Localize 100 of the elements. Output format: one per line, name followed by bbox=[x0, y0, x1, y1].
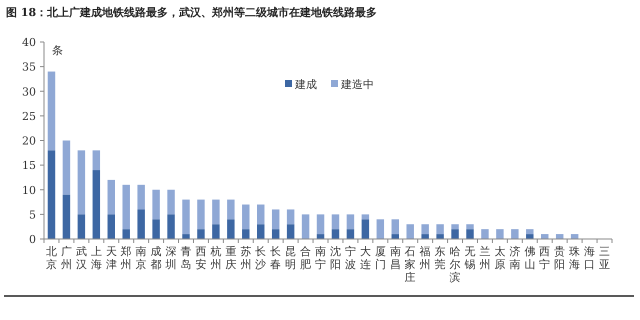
y-tick-label: 5 bbox=[29, 208, 36, 222]
chart-title: 图 18：北上广建成地铁线路最多，武汉、郑州等二级城市在建地铁线路最多 bbox=[6, 6, 378, 19]
y-tick-label: 35 bbox=[22, 60, 36, 74]
bar bbox=[242, 229, 250, 239]
bar bbox=[436, 234, 444, 239]
bar bbox=[137, 184, 145, 210]
bar bbox=[332, 214, 340, 230]
x-tick-label: 青岛 bbox=[180, 245, 192, 271]
bar bbox=[272, 209, 280, 230]
y-tick-label: 30 bbox=[22, 85, 36, 98]
bar bbox=[257, 224, 264, 239]
bar bbox=[108, 214, 115, 239]
x-tick-label: 贵阳 bbox=[554, 245, 566, 271]
bar bbox=[62, 140, 70, 195]
bar bbox=[466, 229, 474, 239]
x-tick-label: 北京 bbox=[46, 245, 57, 271]
bar bbox=[466, 224, 474, 230]
bar bbox=[511, 229, 519, 239]
bar bbox=[152, 219, 160, 239]
bar bbox=[272, 229, 280, 239]
x-tick-label: 天津 bbox=[106, 245, 117, 271]
x-tick-label: 珠海 bbox=[569, 245, 580, 271]
x-tick-label: 东莞 bbox=[434, 245, 446, 271]
bar bbox=[48, 150, 56, 239]
bar bbox=[78, 214, 86, 239]
bar bbox=[257, 204, 264, 224]
bar bbox=[406, 224, 414, 239]
y-axis-title: 条 bbox=[52, 44, 63, 57]
x-tick-label: 三亚 bbox=[599, 245, 610, 271]
bar bbox=[332, 229, 340, 239]
y-tick-label: 20 bbox=[22, 134, 36, 148]
bar bbox=[392, 234, 399, 239]
x-tick-label: 南京 bbox=[136, 245, 147, 271]
x-tick-label: 南昌 bbox=[390, 245, 401, 271]
bar bbox=[212, 200, 220, 224]
x-tick-label: 西宁 bbox=[539, 245, 550, 271]
bar bbox=[451, 224, 459, 230]
bar bbox=[182, 200, 190, 234]
x-tick-label: 长春 bbox=[270, 245, 282, 271]
bar bbox=[526, 234, 534, 239]
x-tick-label: 成都 bbox=[150, 245, 162, 271]
x-tick-label: 海口 bbox=[584, 245, 596, 271]
x-tick-label: 兰州 bbox=[479, 245, 490, 271]
bar bbox=[421, 224, 429, 234]
bar bbox=[302, 214, 310, 239]
x-tick-label: 杭州 bbox=[209, 245, 222, 271]
bar bbox=[541, 234, 548, 239]
bar bbox=[78, 150, 86, 214]
bar bbox=[362, 214, 370, 220]
x-tick-label: 太原 bbox=[494, 245, 506, 271]
bar bbox=[451, 229, 459, 239]
x-tick-label: 厦门 bbox=[374, 245, 386, 271]
bar bbox=[392, 219, 399, 234]
bar bbox=[481, 229, 489, 239]
x-tick-label: 昆明 bbox=[285, 245, 296, 271]
x-tick-label: 郑州 bbox=[120, 245, 132, 271]
bar bbox=[108, 180, 115, 214]
bar bbox=[496, 229, 504, 239]
legend-label: 建成 bbox=[294, 78, 317, 91]
bar bbox=[346, 214, 354, 230]
y-tick-label: 10 bbox=[22, 184, 36, 197]
bar bbox=[242, 204, 250, 230]
bar bbox=[212, 224, 220, 239]
legend-label: 建造中 bbox=[340, 78, 374, 91]
bar bbox=[62, 194, 70, 239]
bar bbox=[92, 170, 100, 239]
bar bbox=[376, 219, 384, 239]
x-tick-label: 大连 bbox=[360, 245, 371, 271]
x-tick-label: 福州 bbox=[420, 245, 431, 271]
x-tick-label: 上海 bbox=[90, 245, 102, 271]
x-tick-label: 重庆 bbox=[225, 245, 236, 271]
bar bbox=[137, 209, 145, 239]
bar bbox=[197, 229, 205, 239]
x-tick-label: 哈尔滨 bbox=[450, 245, 461, 284]
bar bbox=[122, 184, 130, 230]
y-tick-label: 25 bbox=[22, 110, 36, 123]
x-tick-label: 长沙 bbox=[255, 245, 266, 271]
y-tick-label: 40 bbox=[22, 36, 36, 49]
x-tick-label: 南宁 bbox=[315, 245, 326, 271]
bar bbox=[286, 209, 294, 224]
bar bbox=[362, 219, 370, 239]
x-tick-label: 无锡 bbox=[464, 245, 476, 271]
y-tick-label: 15 bbox=[22, 159, 36, 172]
bar bbox=[316, 234, 324, 239]
x-tick-label: 深圳 bbox=[164, 245, 177, 271]
bar bbox=[227, 200, 235, 220]
x-tick-label: 西安 bbox=[195, 245, 206, 271]
bar bbox=[197, 200, 205, 230]
bar bbox=[526, 229, 534, 234]
bar bbox=[346, 229, 354, 239]
x-tick-label: 苏州 bbox=[240, 245, 252, 271]
bar bbox=[556, 234, 564, 239]
x-tick-label: 石家庄 bbox=[404, 245, 416, 284]
bar bbox=[316, 214, 324, 234]
x-tick-label: 佛山 bbox=[524, 245, 536, 271]
bar bbox=[570, 234, 578, 239]
bar bbox=[92, 150, 100, 170]
x-tick-label: 济南 bbox=[509, 245, 520, 271]
x-tick-label: 宁波 bbox=[344, 245, 356, 271]
bar bbox=[436, 224, 444, 234]
